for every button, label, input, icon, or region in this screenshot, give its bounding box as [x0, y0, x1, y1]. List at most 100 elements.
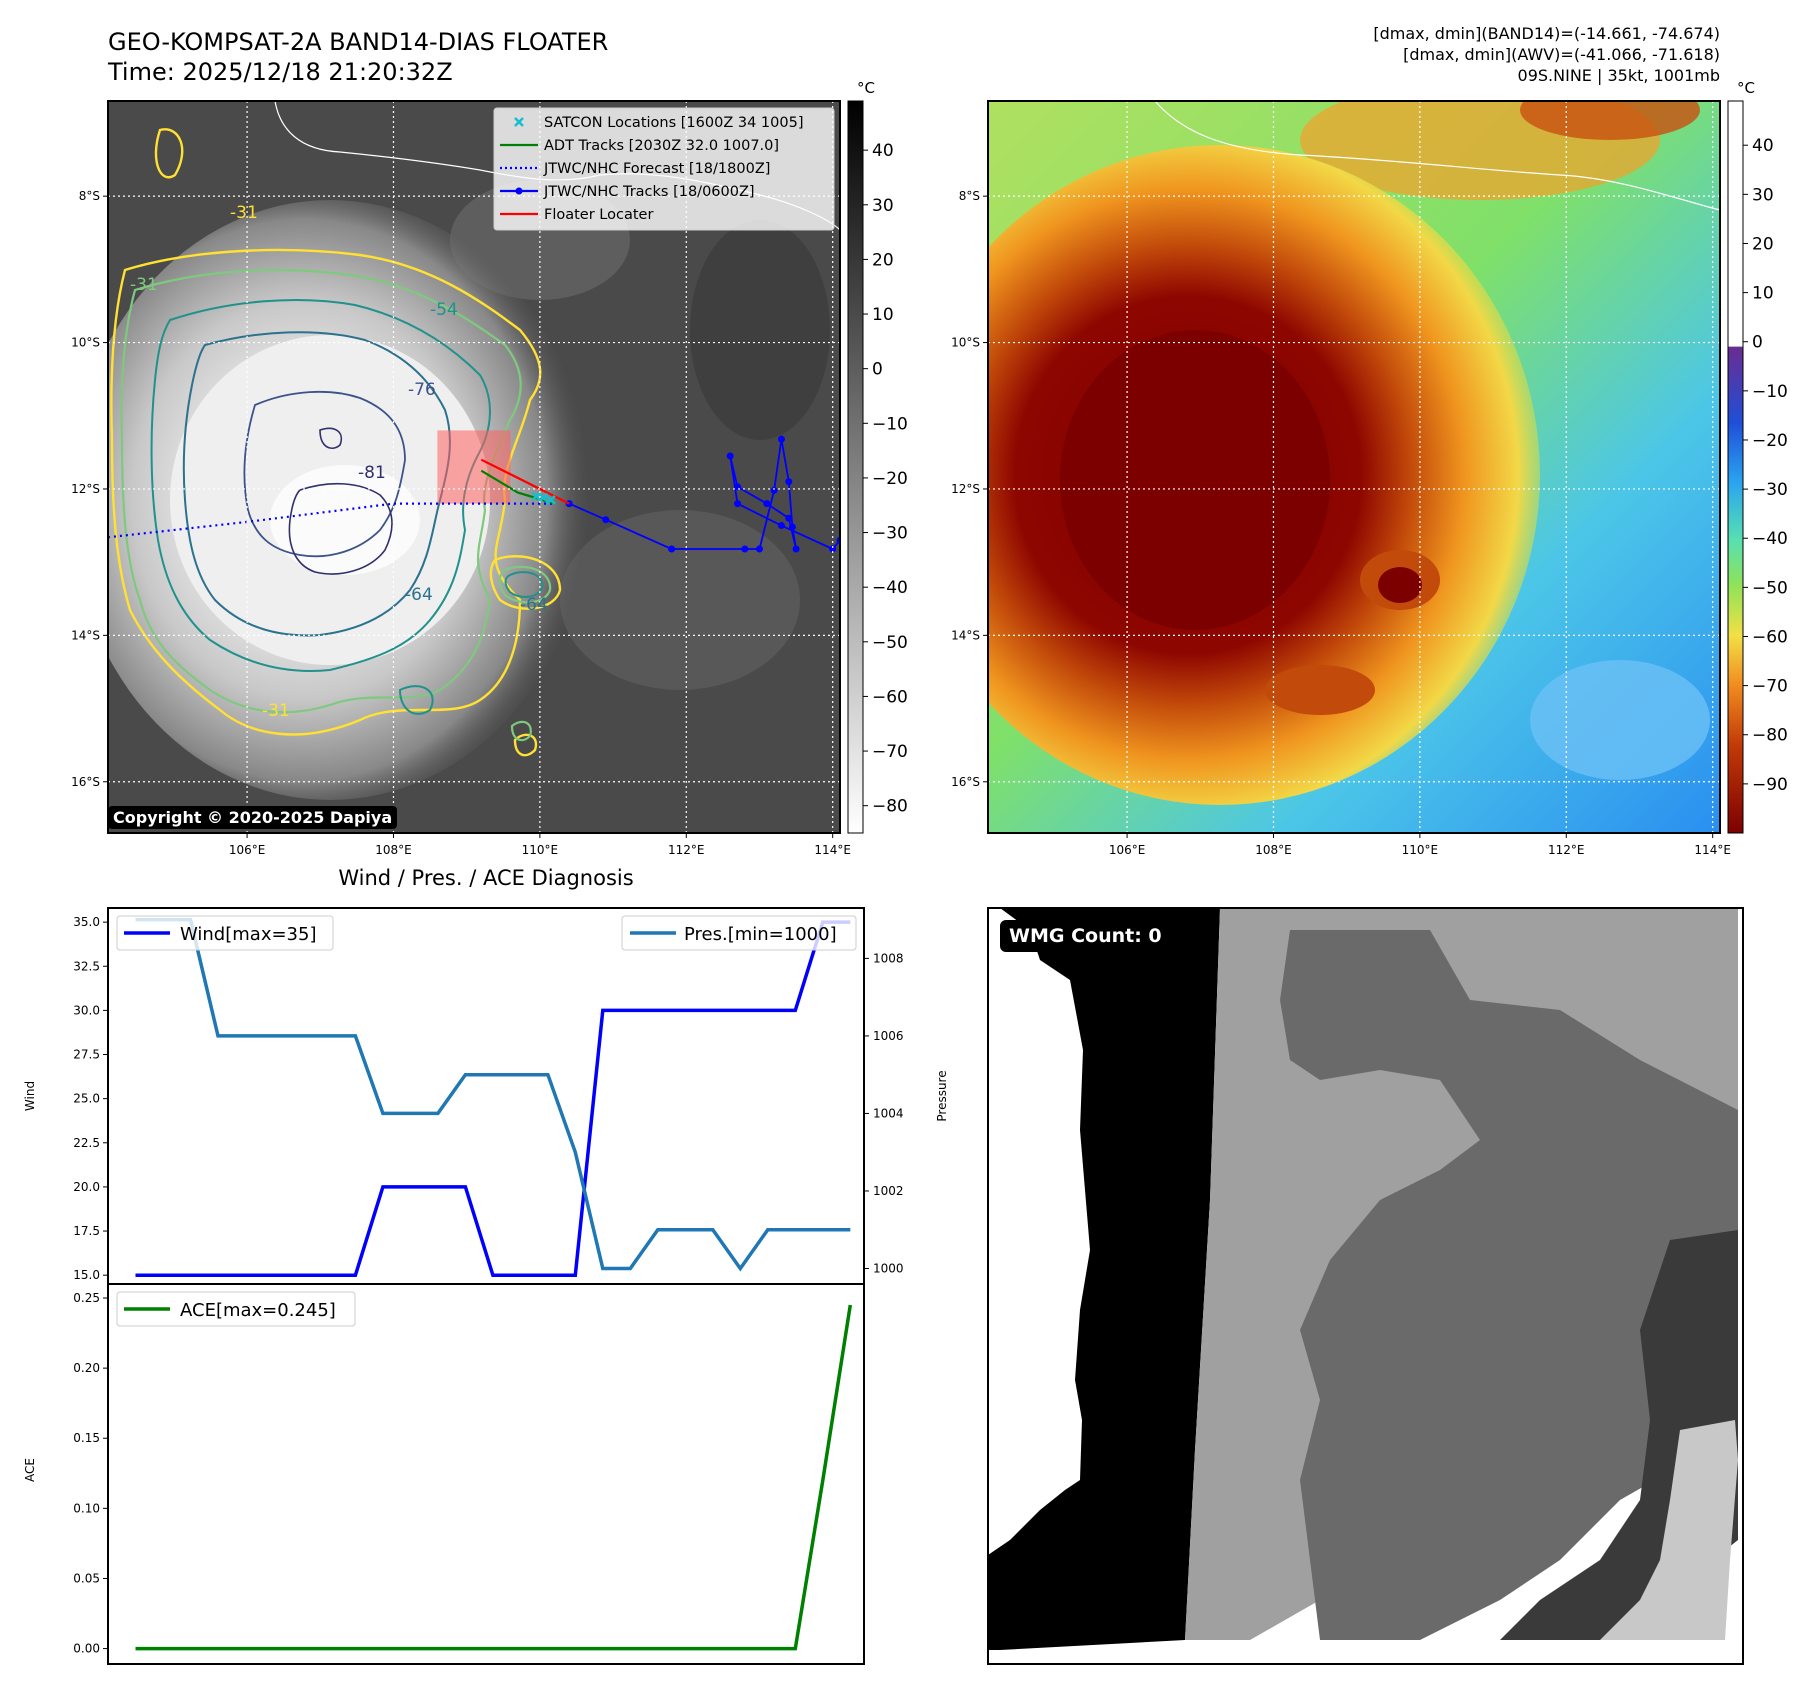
legend-label: JTWC/NHC Tracks [18/0600Z] [543, 184, 755, 200]
pressure-axis-label: Pressure [935, 1070, 949, 1121]
ace-panel: 0.00 0.05 0.10 0.15 0.20 0.25 ACE ACE[max=0.2… [23, 1283, 865, 1665]
legend-label: SATCON Locations [1600Z 34 1005] [544, 115, 803, 131]
jtwc-track-point [785, 478, 793, 486]
contour-m54 [150, 299, 544, 715]
jtwc-track-point [602, 516, 610, 524]
contour-label: -64 [520, 595, 548, 615]
lat-tick-label: 12°S [951, 482, 980, 496]
contour-label: -76 [408, 380, 436, 400]
ace-series-line [135, 1304, 853, 1651]
lon-tick-label: 108°E [375, 843, 412, 857]
contour-label: -31 [130, 275, 158, 295]
wmg-panel [987, 907, 1744, 1665]
colorbar-tick-label: 0 [872, 360, 883, 380]
jtwc-track-point [792, 545, 800, 553]
colorbar-tick-label: 40 [1752, 136, 1774, 156]
satcon-point [538, 492, 549, 503]
figure-title-line1: GEO-KOMPSAT-2A BAND14-DIAS FLOATER [108, 28, 608, 56]
figure-title-line2: Time: 2025/12/18 21:20:32Z [107, 58, 453, 86]
lat-tick-label: 16°S [951, 775, 980, 789]
colorbar-tick-label: −50 [1752, 578, 1788, 598]
legend-label: ADT Tracks [2030Z 32.0 1007.0] [544, 138, 779, 154]
copyright-badge: Copyright © 2020-2025 Dapiya [108, 806, 398, 829]
wmg-count-badge: WMG Count: 0 [1000, 920, 1171, 952]
wind-tick-label: 25.0 [73, 1092, 100, 1106]
diagnosis-title: Wind / Pres. / ACE Diagnosis [338, 866, 633, 890]
ir-panel: -31 -31 -31 -54 -64 -64 -76 -81 106°E 108°E 110°E… [71, 79, 908, 857]
satcon-points [531, 491, 556, 505]
contour-label: -64 [405, 585, 433, 605]
wind-tick-label: 17.5 [73, 1224, 100, 1238]
lon-tick-label: 110°E [522, 843, 559, 857]
colorbar-tick-label: −20 [1752, 431, 1788, 451]
wmg-frame [987, 907, 1744, 1665]
wind-tick-label: 27.5 [73, 1048, 100, 1062]
jtwc-track-points [565, 435, 840, 553]
awv-image [988, 101, 1720, 833]
jtwc-track-point [770, 486, 778, 494]
jtwc-track-point [788, 523, 796, 531]
wind-tick-label: 30.0 [73, 1003, 100, 1017]
colorbar-tick-label: 20 [1752, 234, 1774, 254]
colorbar-tick-label: −60 [872, 687, 908, 707]
ace-legend-label: ACE[max=0.245] [180, 1300, 336, 1321]
awv-panel: 106°E 108°E 110°E 112°E 114°E 8°S 10°S 12°S 14°… [951, 79, 1788, 857]
ace-tick-label: 0.05 [73, 1571, 100, 1585]
jtwc-track-point [829, 545, 837, 553]
pressure-tick-label: 1000 [873, 1261, 904, 1275]
ir-colorbar-unit: °C [857, 79, 875, 97]
pressure-legend-label: Pres.[min=1000] [684, 924, 837, 945]
wind-tick-label: 20.0 [73, 1180, 100, 1194]
lat-tick-label: 10°S [951, 336, 980, 350]
lon-tick-label: 112°E [668, 843, 705, 857]
lon-tick-label: 114°E [1694, 843, 1731, 857]
colorbar-tick-label: −30 [872, 524, 908, 544]
awv-coastline [1154, 101, 1720, 211]
ir-colorbar: °C 40 30 20 10 0 −10 −20 −30 −40 −50 −60 −70 −80 [847, 79, 908, 834]
wmg-region-black [988, 908, 1220, 1650]
lat-tick-label: 14°S [71, 628, 100, 642]
contour-label: -81 [358, 463, 386, 483]
lat-tick-label: 16°S [71, 775, 100, 789]
wind-pressure-panel: Wind / Pres. / ACE Diagnosis 15.0 17.5 20.… [23, 866, 949, 1285]
lon-tick-label: 106°E [1109, 843, 1146, 857]
legend-label: Floater Locater [544, 207, 653, 223]
wind-tick-label: 32.5 [73, 959, 100, 973]
colorbar-tick-label: −10 [872, 414, 908, 434]
wind-tick-label: 22.5 [73, 1136, 100, 1150]
ace-tick-label: 0.25 [73, 1291, 100, 1305]
ace-axis-label: ACE [23, 1458, 37, 1482]
awv-colorbar-unit: °C [1737, 79, 1755, 97]
wind-legend-label: Wind[max=35] [180, 924, 317, 945]
awv-lat-ticks: 8°S 10°S 12°S 14°S 16°S [951, 189, 988, 789]
colorbar-tick-label: −90 [1752, 775, 1788, 795]
ace-tick-label: 0.00 [73, 1642, 100, 1656]
colorbar-tick-label: −30 [1752, 480, 1788, 500]
wind-tick-label: 35.0 [73, 915, 100, 929]
info-line2: [dmax, dmin](AWV)=(-41.066, -71.618) [1403, 45, 1720, 64]
ace-tick-label: 0.10 [73, 1501, 100, 1515]
info-line3: 09S.NINE | 35kt, 1001mb [1518, 66, 1720, 85]
ace-tick-label: 0.20 [73, 1361, 100, 1375]
ir-legend: SATCON Locations [1600Z 34 1005] ADT Trac… [493, 107, 835, 231]
awv-frame [987, 100, 1721, 834]
ace-legend: ACE[max=0.245] [116, 1291, 356, 1327]
colorbar-tick-label: −80 [872, 797, 908, 817]
jtwc-track-point [755, 545, 763, 553]
colorbar-tick-label: 30 [872, 196, 894, 216]
ir-frame [107, 100, 841, 834]
colorbar-tick-label: 0 [1752, 333, 1763, 353]
wmg-region-bright [1600, 1420, 1738, 1640]
lat-tick-label: 10°S [71, 336, 100, 350]
lon-tick-label: 112°E [1548, 843, 1585, 857]
wind-tick-label: 15.0 [73, 1268, 100, 1282]
wind-axis-label: Wind [23, 1081, 37, 1111]
lat-tick-label: 12°S [71, 482, 100, 496]
ace-frame [107, 1283, 865, 1665]
legend-swatch-marker [515, 187, 523, 195]
satcon-point [531, 491, 542, 502]
lon-tick-label: 114°E [814, 843, 851, 857]
lat-tick-label: 8°S [959, 189, 980, 203]
colorbar-tick-label: −60 [1752, 627, 1788, 647]
